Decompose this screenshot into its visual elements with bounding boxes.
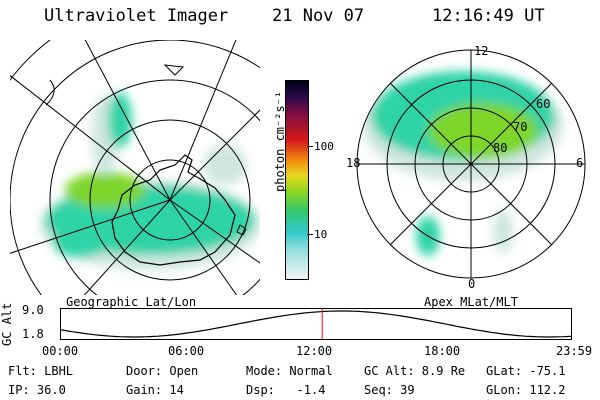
geographic-map-label: Geographic Lat/Lon xyxy=(66,295,197,309)
altitude-plot xyxy=(60,308,572,340)
time-tick-2359: 23:59 xyxy=(556,344,593,358)
mlat-label-60: 60 xyxy=(536,97,551,111)
colorbar-label-100: 100 xyxy=(314,140,334,153)
mlt-label-0: 0 xyxy=(468,277,476,291)
altitude-axis-label: GC Alt xyxy=(0,302,14,346)
mode-status: Mode: Normal xyxy=(246,364,333,378)
colorbar-tick-10 xyxy=(307,234,313,235)
time-tick-1800: 18:00 xyxy=(424,344,461,358)
time-tick-1200: 12:00 xyxy=(296,344,333,358)
dsp-status: Dsp: -1.4 xyxy=(246,383,326,397)
magnetic-grid xyxy=(356,49,586,279)
colorbar-unit-label: photon cm⁻²s⁻¹ xyxy=(273,90,287,192)
mlat-label-70: 70 xyxy=(513,120,528,134)
seq-status: Seq: 39 xyxy=(364,383,415,397)
colorbar-tick-100 xyxy=(307,146,313,147)
geographic-map xyxy=(10,40,260,295)
magnetic-polar-plot xyxy=(356,49,586,279)
time-tick-0600: 06:00 xyxy=(168,344,205,358)
mlt-label-18: 18 xyxy=(346,156,361,170)
instrument-title: Ultraviolet Imager xyxy=(44,6,229,26)
ip-status: IP: 36.0 xyxy=(8,383,66,397)
glon-status: GLon: 112.2 xyxy=(486,383,566,397)
magnetic-plot-label: Apex MLat/MLT xyxy=(424,295,518,309)
filter-status: Flt: LBHL xyxy=(8,364,74,378)
colorbar-label-10: 10 xyxy=(314,228,328,241)
observation-date: 21 Nov 07 xyxy=(272,6,365,26)
antarctica-coastline xyxy=(111,154,236,266)
altitude-curve xyxy=(60,310,572,338)
geographic-grid xyxy=(10,40,260,295)
mlat-label-80: 80 xyxy=(493,141,508,155)
intensity-colorbar xyxy=(285,80,309,280)
gc-alt-status: GC Alt: 8.9 Re xyxy=(364,364,466,378)
mlt-label-6: 6 xyxy=(576,156,584,170)
altitude-tick-high: 9.0 xyxy=(22,303,44,317)
mlt-label-12: 12 xyxy=(474,44,489,58)
door-status: Door: Open xyxy=(126,364,199,378)
gain-status: Gain: 14 xyxy=(126,383,184,397)
aurora-image-magnetic xyxy=(363,71,563,256)
altitude-tick-low: 1.8 xyxy=(22,327,44,341)
observation-time: 12:16:49 UT xyxy=(432,6,545,26)
aurora-image-geographic xyxy=(40,92,260,270)
time-tick-0000: 00:00 xyxy=(42,344,79,358)
glat-status: GLat: -75.1 xyxy=(486,364,566,378)
